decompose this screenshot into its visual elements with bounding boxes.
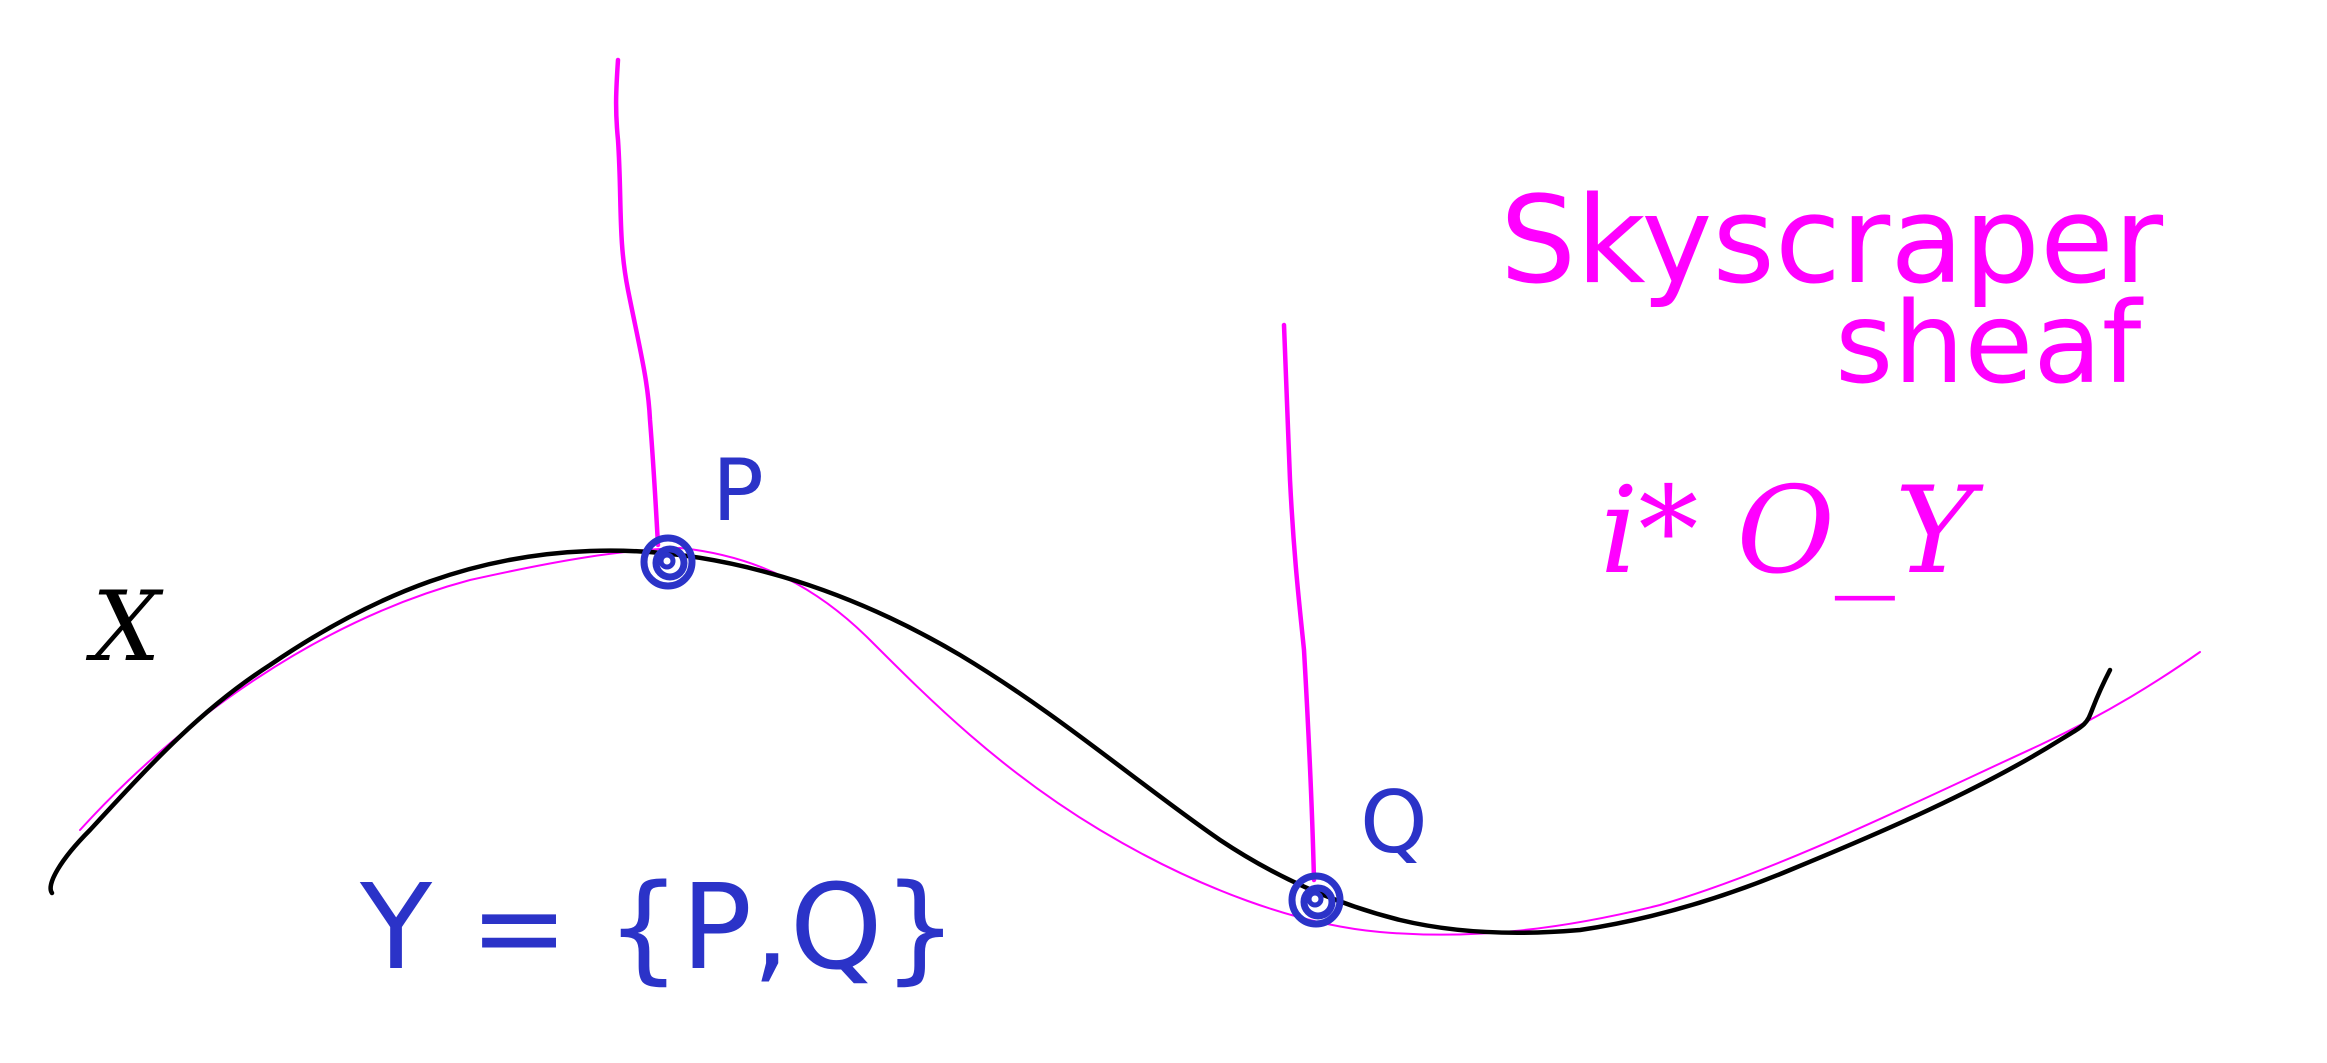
curve-label-x: X <box>85 571 164 683</box>
point-p-label: P <box>712 441 764 541</box>
stalk-over-p <box>613 57 661 548</box>
definition-y: Y = {P,Q} <box>359 858 958 996</box>
formula-pushforward: i* O_Y <box>1600 462 1984 601</box>
point-p-marker <box>640 534 696 590</box>
title-line-1: Skyscraper <box>1500 172 2164 311</box>
curve-x <box>48 548 2113 935</box>
sheaf-underlay-curve <box>79 547 2201 936</box>
formula-text: i* O_Y <box>1600 462 1984 601</box>
point-q-marker <box>1288 872 1344 928</box>
point-q-label: Q <box>1360 773 1428 873</box>
title-line-2: sheaf <box>1835 279 2144 409</box>
stalk-over-q <box>1281 322 1317 883</box>
